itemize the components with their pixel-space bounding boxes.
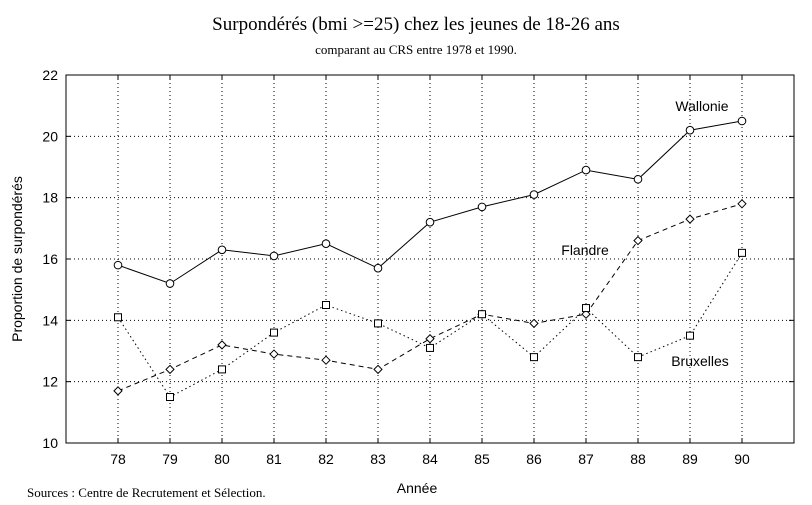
source-note: Sources : Centre de Recrutement et Sélec… xyxy=(27,485,266,500)
y-tick-label-3: 16 xyxy=(42,251,58,267)
series-labels: Wallonie Flandre Bruxelles xyxy=(561,98,729,369)
x-axis-ticks: 78 79 80 81 82 83 84 85 86 87 88 89 90 xyxy=(110,75,750,467)
point-flandre-86 xyxy=(529,318,539,329)
y-tick-label-0: 10 xyxy=(42,435,58,451)
series-label-flandre: Flandre xyxy=(561,242,609,258)
point-bruxelles-88 xyxy=(634,353,642,362)
x-axis-label: Année xyxy=(397,480,438,496)
point-wallonie-83 xyxy=(373,263,383,273)
point-bruxelles-90 xyxy=(738,248,746,257)
point-flandre-79 xyxy=(165,364,175,375)
x-tick-label-12: 90 xyxy=(734,451,750,467)
point-bruxelles-84 xyxy=(426,343,434,352)
grid-lines xyxy=(66,75,794,443)
point-bruxelles-82 xyxy=(322,301,330,309)
x-tick-label-2: 80 xyxy=(214,451,230,467)
point-wallonie-79 xyxy=(165,279,175,288)
y-tick-label-6: 22 xyxy=(42,67,58,83)
x-tick-label-6: 84 xyxy=(422,451,438,467)
point-wallonie-87 xyxy=(581,165,591,175)
point-flandre-88 xyxy=(633,235,643,246)
point-flandre-89 xyxy=(685,214,695,224)
chart-title: Surpondérés (bmi >=25) chez les jeunes d… xyxy=(212,14,620,35)
chart-subtitle: comparant au CRS entre 1978 et 1990. xyxy=(315,42,517,57)
point-flandre-78 xyxy=(113,386,123,396)
x-tick-label-9: 87 xyxy=(578,451,594,467)
y-tick-label-5: 20 xyxy=(42,128,58,144)
x-tick-label-5: 83 xyxy=(370,451,386,467)
point-wallonie-90 xyxy=(737,116,747,126)
point-bruxelles-86 xyxy=(530,353,538,362)
point-bruxelles-89 xyxy=(686,331,694,340)
x-tick-label-8: 86 xyxy=(526,451,542,467)
point-flandre-83 xyxy=(373,364,383,375)
x-tick-label-11: 89 xyxy=(682,451,698,467)
point-flandre-90 xyxy=(737,199,747,209)
point-flandre-81 xyxy=(269,349,279,359)
y-tick-label-4: 18 xyxy=(42,190,58,206)
y-axis-ticks: 10 12 14 16 18 20 22 xyxy=(42,67,794,451)
y-tick-label-1: 12 xyxy=(42,374,58,390)
point-bruxelles-80 xyxy=(218,365,226,374)
point-bruxelles-81 xyxy=(270,328,278,337)
point-wallonie-85 xyxy=(477,202,487,212)
y-tick-label-2: 14 xyxy=(42,312,58,328)
series-label-wallonie: Wallonie xyxy=(675,98,728,114)
point-wallonie-80 xyxy=(217,245,227,255)
point-bruxelles-87 xyxy=(582,304,590,313)
x-tick-label-10: 88 xyxy=(630,451,646,467)
series-group xyxy=(113,116,747,401)
point-flandre-82 xyxy=(321,355,331,365)
point-flandre-87 xyxy=(581,309,591,319)
point-wallonie-84 xyxy=(425,217,435,227)
point-bruxelles-78 xyxy=(114,313,122,322)
point-bruxelles-79 xyxy=(166,393,174,401)
point-flandre-84 xyxy=(425,334,435,344)
point-bruxelles-85 xyxy=(478,310,486,319)
point-wallonie-81 xyxy=(269,251,279,261)
point-wallonie-89 xyxy=(685,125,695,135)
point-wallonie-82 xyxy=(321,239,331,248)
point-bruxelles-83 xyxy=(374,319,382,328)
series-label-bruxelles: Bruxelles xyxy=(671,353,729,369)
x-tick-label-3: 81 xyxy=(266,451,282,467)
x-tick-label-4: 82 xyxy=(318,451,334,467)
point-wallonie-88 xyxy=(633,174,643,184)
point-wallonie-86 xyxy=(529,190,539,199)
x-tick-label-7: 85 xyxy=(474,451,490,467)
x-tick-label-1: 79 xyxy=(162,451,178,467)
y-axis-label: Proportion de surpondérés xyxy=(9,176,25,342)
x-tick-label-0: 78 xyxy=(110,451,126,467)
point-wallonie-78 xyxy=(113,260,123,270)
point-flandre-80 xyxy=(217,340,227,350)
